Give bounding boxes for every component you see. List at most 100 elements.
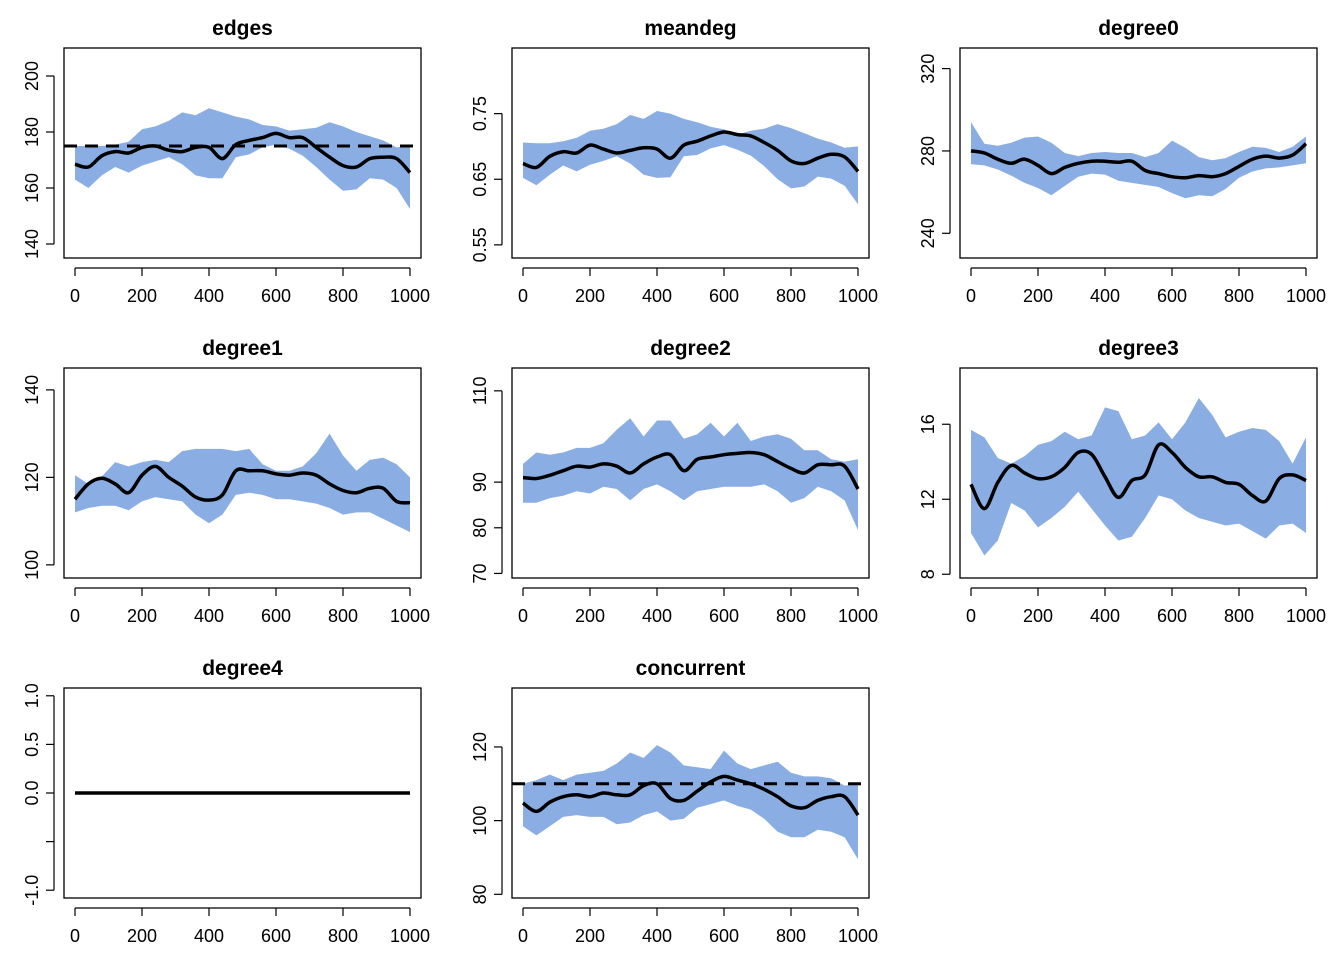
plot-area (522, 418, 860, 531)
x-tick-label: 1000 (838, 286, 878, 306)
mean-line (522, 130, 860, 173)
y-tick-label: 180 (22, 117, 42, 147)
x-axis: 0 200 400 600 800 1000 (518, 587, 878, 626)
x-tick-label: 400 (194, 606, 224, 626)
panel-title: edges (212, 17, 273, 40)
y-tick-label: 120 (470, 732, 490, 762)
interval-band (971, 122, 1306, 199)
x-tick-label: 600 (709, 926, 739, 946)
plot-frame (959, 47, 1318, 259)
x-tick-label: 200 (127, 606, 157, 626)
plot-frame (511, 687, 870, 899)
x-tick-label: 200 (1023, 286, 1053, 306)
panel-title: degree2 (650, 337, 731, 360)
y-tick-label: 80 (470, 518, 490, 538)
mean-line (522, 450, 860, 490)
x-tick-label: 600 (1157, 606, 1187, 626)
x-axis: 0 200 400 600 800 1000 (70, 267, 430, 306)
x-tick-label: 1000 (390, 926, 430, 946)
y-tick-label: -1.0 (22, 875, 42, 906)
y-axis: -1.0 0.0 0.5 1.0 (22, 683, 55, 906)
plot-area (522, 111, 860, 205)
x-tick-label: 200 (127, 926, 157, 946)
x-tick-label: 200 (575, 606, 605, 626)
y-tick-label: 0.55 (470, 227, 490, 262)
y-tick-label: 280 (918, 136, 938, 166)
x-tick-label: 1000 (390, 286, 430, 306)
x-tick-label: 1000 (838, 606, 878, 626)
y-tick-label: 100 (470, 806, 490, 836)
x-tick-label: 600 (261, 606, 291, 626)
y-tick-label: 8 (918, 569, 938, 579)
plot-frame (511, 47, 870, 259)
x-axis: 0 200 400 600 800 1000 (70, 587, 430, 626)
panel-degree1: degree1 0 200 400 600 800 1000 100 120 140 (22, 337, 430, 626)
x-tick-label: 0 (518, 606, 528, 626)
x-tick-label: 400 (642, 286, 672, 306)
y-axis: 0.55 0.65 0.75 (470, 96, 503, 262)
x-tick-label: 600 (261, 286, 291, 306)
x-axis: 0 200 400 600 800 1000 (70, 907, 430, 946)
x-axis: 0 200 400 600 800 1000 (966, 267, 1326, 306)
x-tick-label: 800 (776, 606, 806, 626)
x-tick-label: 0 (518, 286, 528, 306)
x-tick-label: 0 (966, 606, 976, 626)
x-tick-label: 1000 (1286, 286, 1326, 306)
mean-line (969, 442, 1307, 511)
x-tick-label: 400 (194, 286, 224, 306)
plot-area (512, 745, 869, 860)
mean-line (521, 774, 860, 817)
x-tick-label: 0 (70, 286, 80, 306)
interval-band (75, 108, 410, 209)
x-tick-label: 800 (1224, 286, 1254, 306)
x-tick-label: 200 (127, 286, 157, 306)
y-tick-label: 120 (22, 462, 42, 492)
x-tick-label: 1000 (838, 926, 878, 946)
y-tick-label: 90 (470, 472, 490, 492)
x-tick-label: 200 (1023, 606, 1053, 626)
x-tick-label: 400 (194, 926, 224, 946)
panel-concurrent: concurrent 0 200 400 600 800 1000 80 100 120 (470, 657, 878, 946)
y-axis: 240 280 320 (918, 54, 951, 248)
x-axis: 0 200 400 600 800 1000 (518, 267, 878, 306)
x-tick-label: 600 (709, 286, 739, 306)
x-tick-label: 600 (1157, 286, 1187, 306)
panel-title: meandeg (644, 17, 736, 40)
x-tick-label: 400 (642, 606, 672, 626)
x-tick-label: 400 (642, 926, 672, 946)
x-tick-label: 400 (1090, 286, 1120, 306)
panel-title: degree3 (1098, 337, 1179, 360)
plot-area (64, 108, 421, 209)
interval-band (75, 433, 410, 533)
plot-area (970, 122, 1308, 199)
x-tick-label: 600 (261, 926, 291, 946)
y-tick-label: 0.65 (470, 162, 490, 197)
panel-edges: edges 0 200 400 600 800 1000 140 160 180 200 (22, 17, 430, 306)
x-axis: 0 200 400 600 800 1000 (518, 907, 878, 946)
interval-band (523, 418, 858, 531)
panel-degree4: degree4 0 200 400 600 800 1000 -1.0 0.0 0.5 1.0 (22, 657, 430, 946)
x-tick-label: 200 (575, 286, 605, 306)
x-tick-label: 600 (709, 606, 739, 626)
plot-frame (63, 687, 422, 899)
x-tick-label: 1000 (1286, 606, 1326, 626)
y-tick-label: 140 (22, 229, 42, 259)
mean-line (73, 464, 411, 505)
x-tick-label: 800 (776, 286, 806, 306)
interval-band (523, 111, 858, 205)
plot-area (969, 398, 1307, 556)
y-tick-label: 200 (22, 61, 42, 91)
x-tick-label: 0 (70, 606, 80, 626)
plot-frame (511, 367, 870, 579)
panel-degree3: degree3 0 200 400 600 800 1000 8 12 16 (918, 337, 1326, 626)
panel-title: degree4 (202, 657, 283, 680)
x-tick-label: 800 (776, 926, 806, 946)
y-axis: 8 12 16 (918, 414, 951, 579)
panel-degree0: degree0 0 200 400 600 800 1000 240 280 320 (918, 17, 1326, 306)
mean-line (74, 131, 412, 174)
interval-band (523, 745, 858, 860)
x-tick-label: 400 (1090, 606, 1120, 626)
panel-title: degree0 (1098, 17, 1179, 40)
plot-area (73, 433, 411, 533)
y-tick-label: 0.5 (22, 732, 42, 757)
